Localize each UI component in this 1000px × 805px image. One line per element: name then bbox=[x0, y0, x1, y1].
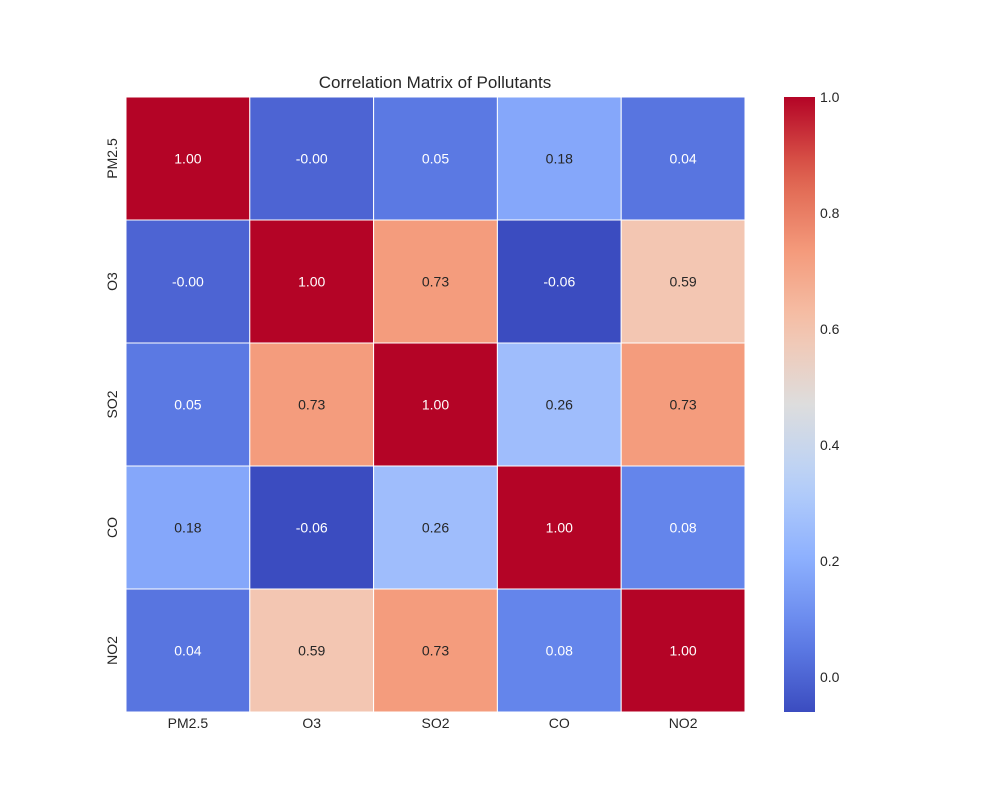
cell-label: -0.00 bbox=[172, 274, 204, 290]
cell-label: 1.00 bbox=[669, 643, 696, 659]
y-tick-label: SO2 bbox=[104, 390, 120, 418]
x-tick-labels: PM2.5 O3 SO2 CO NO2 bbox=[168, 715, 698, 731]
heatmap-cell bbox=[620, 342, 746, 467]
heatmap-cell bbox=[373, 342, 498, 467]
cell-label: -0.00 bbox=[296, 151, 328, 167]
heatmap-cell bbox=[620, 96, 746, 221]
cell-label: -0.06 bbox=[296, 520, 328, 536]
heatmap-cell bbox=[249, 96, 375, 221]
colorbar-tick-labels: 0.0 0.2 0.4 0.6 0.8 1.0 bbox=[820, 89, 840, 685]
heatmap-cell bbox=[373, 219, 498, 344]
heatmap-cell bbox=[620, 465, 746, 590]
x-tick-label: CO bbox=[549, 715, 570, 731]
cell-label: 0.26 bbox=[422, 520, 449, 536]
y-tick-label: CO bbox=[104, 517, 120, 538]
colorbar-tick-label: 0.8 bbox=[820, 205, 840, 221]
cell-label: 1.00 bbox=[546, 520, 573, 536]
heatmap-cell bbox=[373, 465, 498, 590]
cell-label: 1.00 bbox=[422, 397, 449, 413]
cell-label: 0.73 bbox=[422, 643, 449, 659]
colorbar-tick-label: 0.0 bbox=[820, 669, 840, 685]
cell-label: 0.08 bbox=[546, 643, 573, 659]
cell-label: 0.04 bbox=[669, 151, 696, 167]
chart-title: Correlation Matrix of Pollutants bbox=[319, 73, 551, 92]
heatmap-cell bbox=[125, 96, 251, 221]
cell-label: 0.18 bbox=[546, 151, 573, 167]
cell-label: 0.59 bbox=[298, 643, 325, 659]
y-tick-labels: PM2.5 O3 SO2 CO NO2 bbox=[104, 138, 120, 665]
heatmap-cell bbox=[496, 96, 622, 221]
cell-label: 0.05 bbox=[174, 397, 201, 413]
colorbar-tick-label: 0.4 bbox=[820, 437, 840, 453]
heatmap-cell bbox=[620, 219, 746, 344]
heatmap-cell bbox=[496, 465, 622, 590]
cell-label: 1.00 bbox=[298, 274, 325, 290]
y-tick-label: O3 bbox=[104, 272, 120, 291]
heatmap-cell bbox=[373, 588, 498, 713]
colorbar-tick-label: 0.2 bbox=[820, 553, 840, 569]
heatmap-cell bbox=[496, 342, 622, 467]
cell-label: 0.08 bbox=[669, 520, 696, 536]
heatmap-cell bbox=[125, 588, 251, 713]
heatmap-cell bbox=[620, 588, 746, 713]
x-tick-label: PM2.5 bbox=[168, 715, 209, 731]
cell-label: -0.06 bbox=[543, 274, 575, 290]
heatmap-cells: 1.00 -0.00 0.05 0.18 0.04 -0.00 1.00 0.73 -0.06 0… bbox=[125, 96, 746, 713]
x-tick-label: NO2 bbox=[669, 715, 698, 731]
cell-label: 0.18 bbox=[174, 520, 201, 536]
x-tick-label: SO2 bbox=[421, 715, 449, 731]
heatmap-cell bbox=[125, 219, 251, 344]
y-tick-label: NO2 bbox=[104, 636, 120, 665]
cell-label: 0.73 bbox=[669, 397, 696, 413]
cell-label: 0.05 bbox=[422, 151, 449, 167]
colorbar bbox=[784, 97, 815, 712]
heatmap-cell bbox=[249, 588, 375, 713]
cell-label: 0.73 bbox=[298, 397, 325, 413]
heatmap-cell bbox=[249, 465, 375, 590]
cell-label: 0.04 bbox=[174, 643, 201, 659]
y-tick-label: PM2.5 bbox=[104, 138, 120, 179]
heatmap-cell bbox=[125, 465, 251, 590]
heatmap-cell bbox=[249, 342, 375, 467]
cell-label: 0.59 bbox=[669, 274, 696, 290]
heatmap-cell bbox=[373, 96, 498, 221]
colorbar-tick-label: 1.0 bbox=[820, 89, 840, 105]
cell-label: 0.73 bbox=[422, 274, 449, 290]
x-tick-label: O3 bbox=[302, 715, 321, 731]
cell-label: 0.26 bbox=[546, 397, 573, 413]
colorbar-tick-label: 0.6 bbox=[820, 321, 840, 337]
cell-label: 1.00 bbox=[174, 151, 201, 167]
